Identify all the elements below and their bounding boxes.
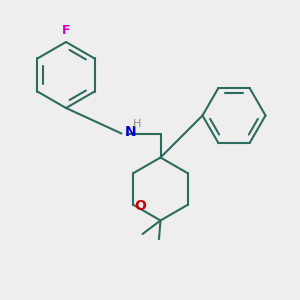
Text: N: N [125, 125, 137, 139]
Text: F: F [62, 24, 70, 37]
Text: H: H [133, 119, 141, 129]
Text: O: O [134, 199, 146, 213]
